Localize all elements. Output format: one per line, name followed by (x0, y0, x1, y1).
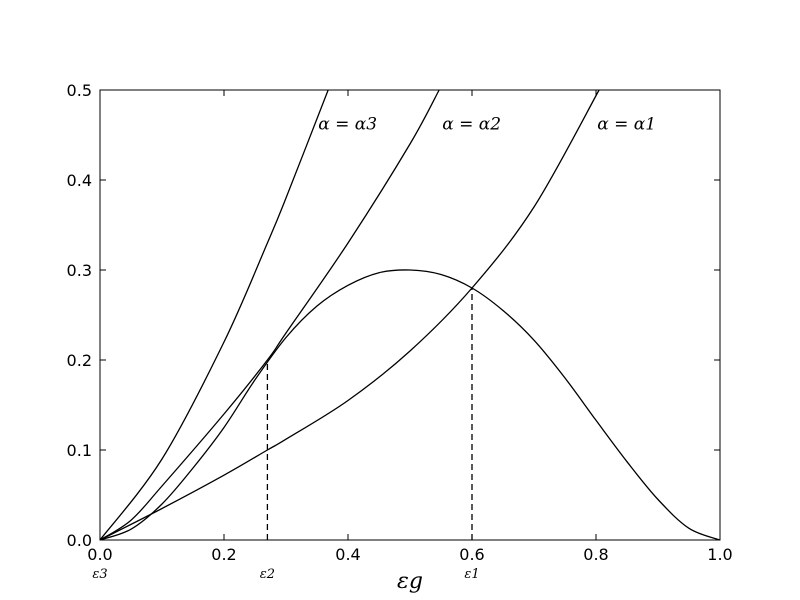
x-axis-label: εg (397, 569, 423, 594)
curve (99, 269, 721, 541)
curve (99, 89, 600, 541)
y-tick-label: 0.1 (67, 441, 92, 460)
y-tick-label: 0.2 (67, 351, 92, 370)
curve-label: α = α1 (597, 115, 656, 135)
y-tick-label: 0.5 (67, 81, 92, 100)
x-tick-label: 0.0 (87, 545, 112, 564)
epsilon-label: ε1 (464, 567, 479, 582)
curve (99, 89, 329, 541)
y-tick-label: 0.3 (67, 261, 92, 280)
x-tick-label: 0.8 (583, 545, 608, 564)
curve-label: α = α2 (442, 115, 501, 135)
y-tick-label: 0.0 (67, 531, 92, 550)
curve (99, 89, 440, 541)
x-tick-label: 0.4 (335, 545, 360, 564)
curve-label: α = α3 (318, 115, 377, 135)
y-tick-label: 0.4 (67, 171, 92, 190)
epsilon-label: ε2 (260, 567, 275, 582)
epsilon-label: ε3 (92, 567, 107, 582)
x-tick-label: 0.6 (459, 545, 484, 564)
x-tick-label: 1.0 (707, 545, 732, 564)
x-tick-label: 0.2 (211, 545, 236, 564)
plot-frame (99, 89, 721, 541)
